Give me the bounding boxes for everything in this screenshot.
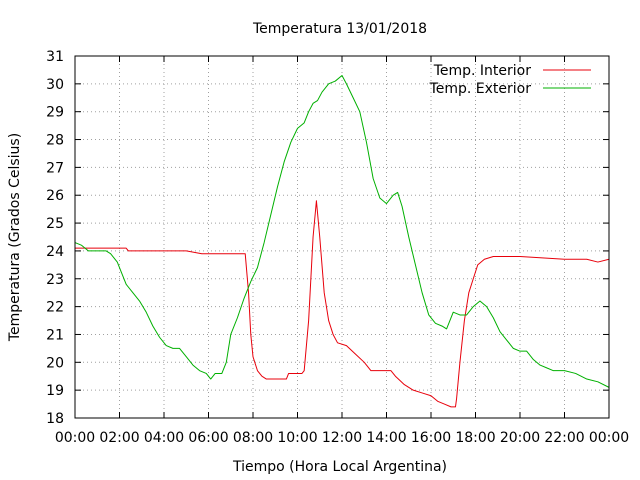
x-axis-label: Tiempo (Hora Local Argentina) (232, 459, 447, 475)
legend-label-interior: Temp. Interior (433, 63, 532, 79)
x-tick-label: 08:00 (233, 430, 273, 446)
x-tick-label: 18:00 (455, 430, 495, 446)
y-tick-label: 26 (46, 188, 64, 204)
x-tick-label: 10:00 (277, 430, 317, 446)
x-tick-label: 04:00 (144, 430, 184, 446)
ticks (74, 55, 610, 419)
y-tick-label: 18 (46, 411, 64, 427)
legend: Temp. Interior Temp. Exterior (429, 63, 591, 97)
series-line-interior (75, 200, 610, 408)
y-tick-labels: 18 19 20 21 22 23 24 25 26 27 28 29 30 31 (46, 49, 64, 427)
x-tick-label: 00:00 (55, 430, 95, 446)
y-tick-label: 23 (46, 272, 64, 288)
y-tick-label: 30 (46, 77, 64, 93)
x-tick-label: 00:00 (589, 430, 629, 446)
x-tick-label: 14:00 (366, 430, 406, 446)
series-line-exterior (74, 74, 610, 388)
chart-title: Temperatura 13/01/2018 (252, 21, 427, 37)
y-tick-label: 20 (46, 355, 64, 371)
x-tick-label: 06:00 (188, 430, 228, 446)
y-tick-label: 29 (46, 105, 64, 121)
x-tick-label: 12:00 (322, 430, 362, 446)
x-tick-label: 22:00 (544, 430, 584, 446)
y-tick-label: 21 (46, 327, 64, 343)
x-tick-label: 02:00 (99, 430, 139, 446)
y-tick-label: 19 (46, 383, 64, 399)
y-tick-label: 25 (46, 216, 64, 232)
x-tick-label: 20:00 (500, 430, 540, 446)
legend-label-exterior: Temp. Exterior (429, 81, 532, 97)
series-layer (74, 74, 610, 408)
y-tick-label: 31 (46, 49, 64, 65)
y-tick-label: 22 (46, 300, 64, 316)
y-tick-label: 27 (46, 160, 64, 176)
y-axis-label: Temperatura (Grados Celsius) (7, 133, 23, 342)
y-tick-label: 28 (46, 133, 64, 149)
x-tick-label: 16:00 (411, 430, 451, 446)
x-tick-labels: 00:00 02:00 04:00 06:00 08:00 10:00 12:00 14:00… (55, 430, 629, 446)
y-tick-label: 24 (46, 244, 64, 260)
